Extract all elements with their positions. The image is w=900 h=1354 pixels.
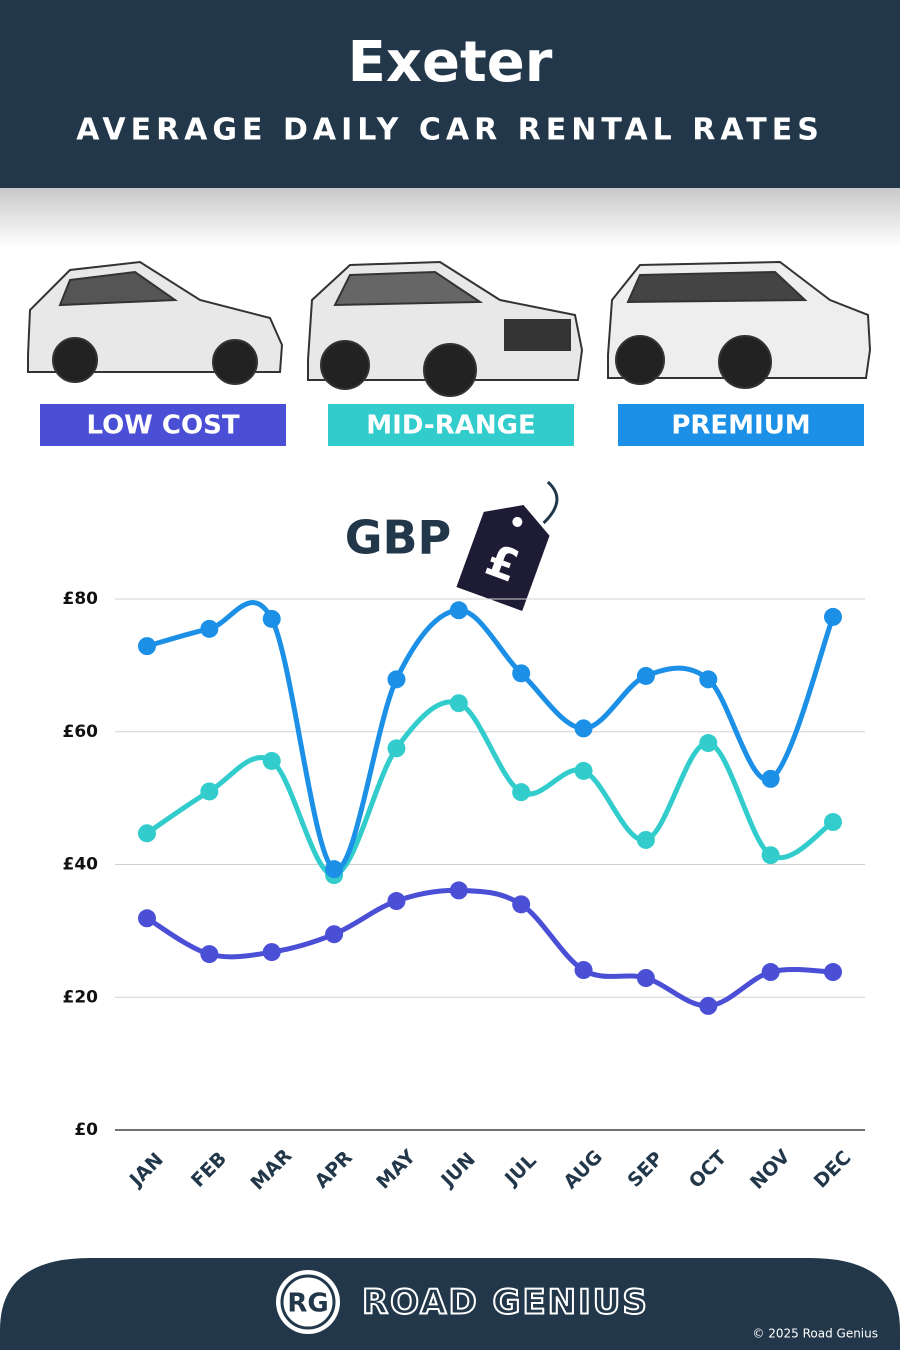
title: Exeter <box>348 30 553 95</box>
data-point <box>262 943 281 962</box>
data-point <box>699 734 718 753</box>
data-point <box>449 881 468 900</box>
y-tick-label: £40 <box>63 855 99 875</box>
data-point <box>512 895 531 914</box>
legend-label: LOW COST <box>86 411 239 441</box>
car-suv <box>307 260 584 397</box>
data-point <box>262 609 281 628</box>
data-point <box>574 719 593 738</box>
legend-label: MID-RANGE <box>366 411 535 441</box>
brand: ROAD GENIUS <box>362 1283 649 1323</box>
data-point <box>512 783 531 802</box>
data-point <box>262 751 281 770</box>
data-point <box>387 670 406 689</box>
data-point <box>200 619 219 638</box>
data-point <box>824 963 842 982</box>
data-point <box>761 963 780 982</box>
price-tag: £ <box>456 480 559 611</box>
y-tick-label: £20 <box>63 987 99 1007</box>
subtitle: AVERAGE DAILY CAR RENTAL RATES <box>76 113 824 148</box>
data-point <box>574 761 593 780</box>
y-tick-label: £0 <box>74 1120 98 1140</box>
data-point <box>138 637 156 656</box>
data-point <box>636 830 655 849</box>
data-point <box>512 664 531 683</box>
car-premium-suv <box>607 260 872 389</box>
legend-label: PREMIUM <box>671 411 810 441</box>
data-point <box>824 813 842 832</box>
header-shadow <box>0 188 900 248</box>
data-point <box>636 666 655 685</box>
data-point <box>761 846 780 865</box>
data-point <box>387 739 406 758</box>
logo-text: RG <box>287 1289 328 1319</box>
data-point <box>761 769 780 788</box>
legend-box <box>328 404 574 446</box>
data-point <box>699 670 718 689</box>
data-point <box>138 909 156 928</box>
data-point <box>387 892 406 911</box>
data-point <box>449 601 468 620</box>
data-point <box>138 824 156 843</box>
data-point <box>574 961 593 980</box>
data-point <box>636 969 655 988</box>
y-tick-label: £80 <box>63 589 99 609</box>
legend-box <box>618 404 864 446</box>
y-tick-label: £60 <box>63 722 99 742</box>
currency-label: GBP <box>345 511 452 565</box>
data-point <box>200 945 219 964</box>
car-hatchback <box>27 260 284 385</box>
footer <box>0 1258 900 1350</box>
logo-ring <box>280 1274 336 1330</box>
logo-circle <box>276 1270 340 1334</box>
data-point <box>325 925 344 944</box>
data-point <box>449 694 468 713</box>
data-point <box>824 607 842 626</box>
legend-box <box>40 404 286 446</box>
copyright: © 2025 Road Genius <box>752 1327 878 1341</box>
data-point <box>200 782 219 801</box>
data-point <box>325 860 344 879</box>
header <box>0 0 900 188</box>
data-point <box>699 996 718 1015</box>
